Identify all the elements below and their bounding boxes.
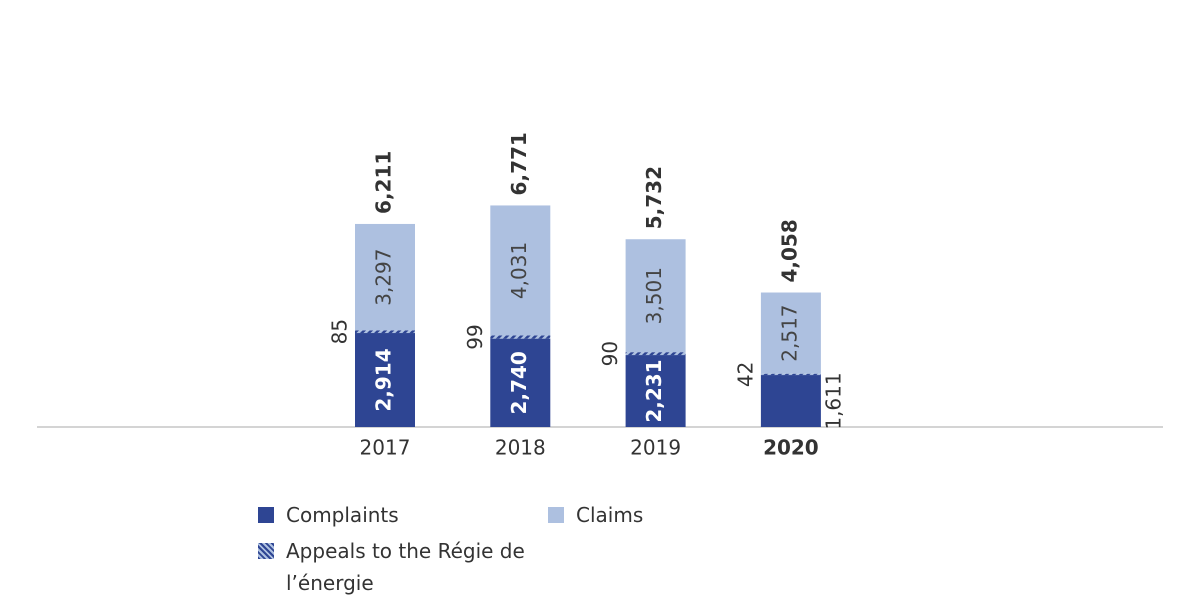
legend-swatch — [548, 507, 564, 523]
bar-segment — [355, 330, 415, 334]
x-tick-label: 2019 — [630, 436, 681, 460]
value-label: 2,231 — [642, 359, 666, 422]
total-label: 6,771 — [507, 132, 531, 195]
total-label: 4,058 — [777, 219, 801, 282]
legend-label: Appeals to the Régie de l’énergie — [286, 539, 525, 595]
value-label: 42 — [733, 362, 757, 387]
bar-segment — [625, 352, 686, 356]
bar-segment — [490, 338, 551, 427]
value-label: 2,914 — [372, 348, 396, 411]
bar-segment — [760, 375, 821, 427]
bar-segment — [760, 292, 821, 374]
bar-segment — [625, 239, 686, 353]
x-tick-label: 2017 — [360, 436, 411, 460]
bar-segment — [490, 205, 551, 336]
value-label: 3,501 — [642, 267, 666, 324]
legend-label: Complaints — [286, 503, 399, 527]
total-label: 5,732 — [642, 166, 666, 229]
bar-segment — [490, 335, 551, 339]
legend-item: Appeals to the Régie de l’énergie — [258, 535, 526, 599]
bar-segment — [760, 373, 821, 376]
x-tick-label: 2018 — [495, 436, 546, 460]
value-label: 3,297 — [372, 248, 396, 305]
bar-segment — [355, 333, 415, 427]
legend-swatch — [258, 543, 274, 559]
legend-label: Claims — [576, 503, 644, 527]
value-label: 4,031 — [507, 242, 531, 299]
value-label: 2,517 — [777, 304, 801, 361]
value-label: 85 — [328, 319, 352, 344]
legend-item: Claims — [548, 499, 643, 531]
x-tick-label: 2020 — [763, 436, 819, 460]
total-label: 6,211 — [372, 151, 396, 214]
bar-segment — [625, 355, 686, 427]
legend-item: Complaints — [258, 499, 399, 531]
value-label: 99 — [463, 324, 487, 349]
value-label: 1,611 — [821, 372, 845, 429]
value-label: 90 — [598, 341, 622, 366]
value-label: 2,740 — [507, 351, 531, 414]
legend-swatch — [258, 507, 274, 523]
bar-segment — [355, 223, 415, 331]
